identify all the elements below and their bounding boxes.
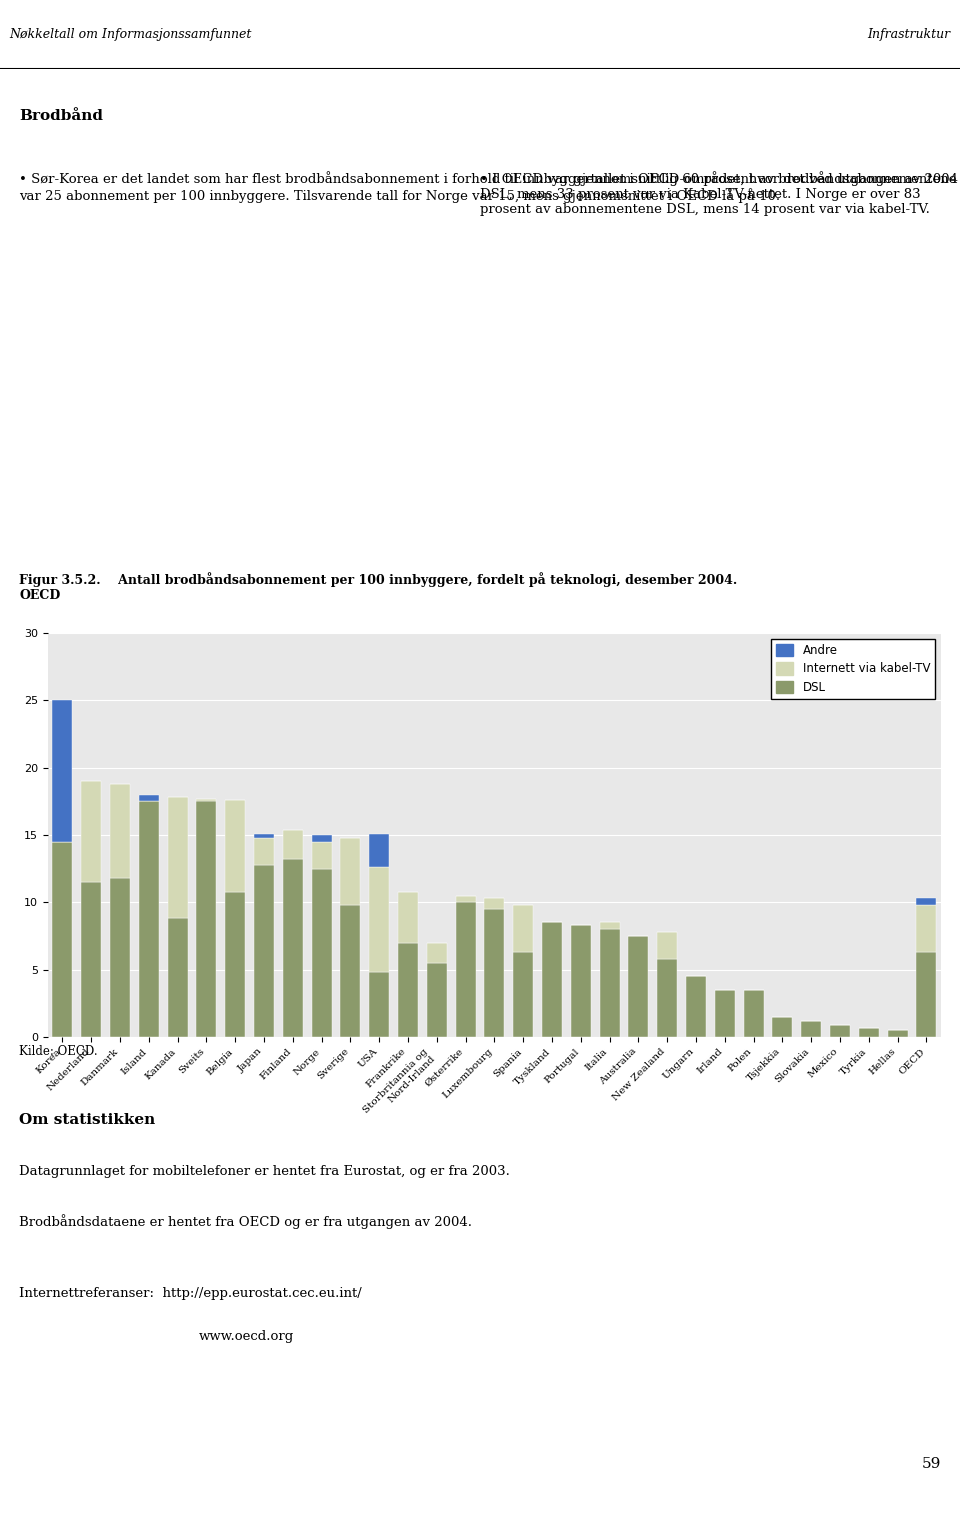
Bar [599,929,620,1037]
Bar [253,834,275,837]
Text: Infrastruktur: Infrastruktur [867,27,950,41]
Text: Om statistikken: Om statistikken [19,1113,156,1127]
Bar [916,898,936,904]
Bar [685,976,706,1037]
Bar [714,990,734,1037]
Bar [426,962,446,1037]
Legend: Andre, Internett via kabel-TV, DSL: Andre, Internett via kabel-TV, DSL [771,639,935,698]
Bar [81,781,102,881]
Bar [570,926,590,1037]
Bar [138,795,158,801]
Bar [226,892,246,1037]
Bar [858,1028,878,1037]
Bar [398,942,419,1037]
Text: Datagrunnlaget for mobiltelefoner er hentet fra Eurostat, og er fra 2003.: Datagrunnlaget for mobiltelefoner er hen… [19,1165,510,1179]
Bar [887,1031,907,1037]
Bar [426,942,446,962]
Bar [340,837,360,904]
Text: Brodbånd: Brodbånd [19,110,104,124]
Bar [138,801,158,1037]
Bar [916,952,936,1037]
Bar [253,837,275,865]
Bar [657,932,678,959]
Bar [369,973,390,1037]
Text: www.oecd.org: www.oecd.org [199,1330,294,1344]
Text: Internettreferanser:  http://epp.eurostat.cec.eu.int/: Internettreferanser: http://epp.eurostat… [19,1287,362,1301]
Bar [743,990,764,1037]
Bar [311,842,331,869]
Bar [599,923,620,929]
Bar [801,1020,821,1037]
Bar [657,959,678,1037]
Text: Kilde: OECD.: Kilde: OECD. [19,1045,98,1058]
Bar [513,904,534,952]
Bar [168,798,188,918]
Bar [916,904,936,952]
Bar [197,799,217,801]
Text: • Sør-Korea er det landet som har flest brodbåndsabonnement i forhold til innbyg: • Sør-Korea er det landet som har flest … [19,171,958,203]
Bar [283,830,303,859]
Text: Brodbåndsdataene er hentet fra OECD og er fra utgangen av 2004.: Brodbåndsdataene er hentet fra OECD og e… [19,1214,472,1229]
Text: Nøkkeltall om Informasjonssamfunnet: Nøkkeltall om Informasjonssamfunnet [10,27,252,41]
Bar [109,784,130,878]
Bar [829,1025,851,1037]
Bar [772,1017,792,1037]
Bar [197,801,217,1037]
Bar [311,869,331,1037]
Bar [311,836,331,842]
Bar [455,895,475,903]
Text: • I OECD var gjennomsnittlig 60 prosent av brodbåndsabonnementene DSL, mens 33 p: • I OECD var gjennomsnittlig 60 prosent … [480,171,956,215]
Bar [81,881,102,1037]
Bar [455,903,475,1037]
Bar [628,936,648,1037]
Bar [226,801,246,892]
Text: 59: 59 [922,1456,941,1472]
Bar [253,865,275,1037]
Bar [52,700,73,842]
Bar [369,834,390,868]
Bar [484,898,505,909]
Bar [340,904,360,1037]
Text: Figur 3.5.2.    Antall brodbåndsabonnement per 100 innbyggere, fordelt på teknol: Figur 3.5.2. Antall brodbåndsabonnement … [19,572,737,602]
Bar [398,892,419,942]
Bar [168,918,188,1037]
Bar [283,859,303,1037]
Bar [109,878,130,1037]
Bar [52,842,73,1037]
Bar [541,923,562,1037]
Bar [484,909,505,1037]
Bar [513,952,534,1037]
Bar [369,868,390,973]
